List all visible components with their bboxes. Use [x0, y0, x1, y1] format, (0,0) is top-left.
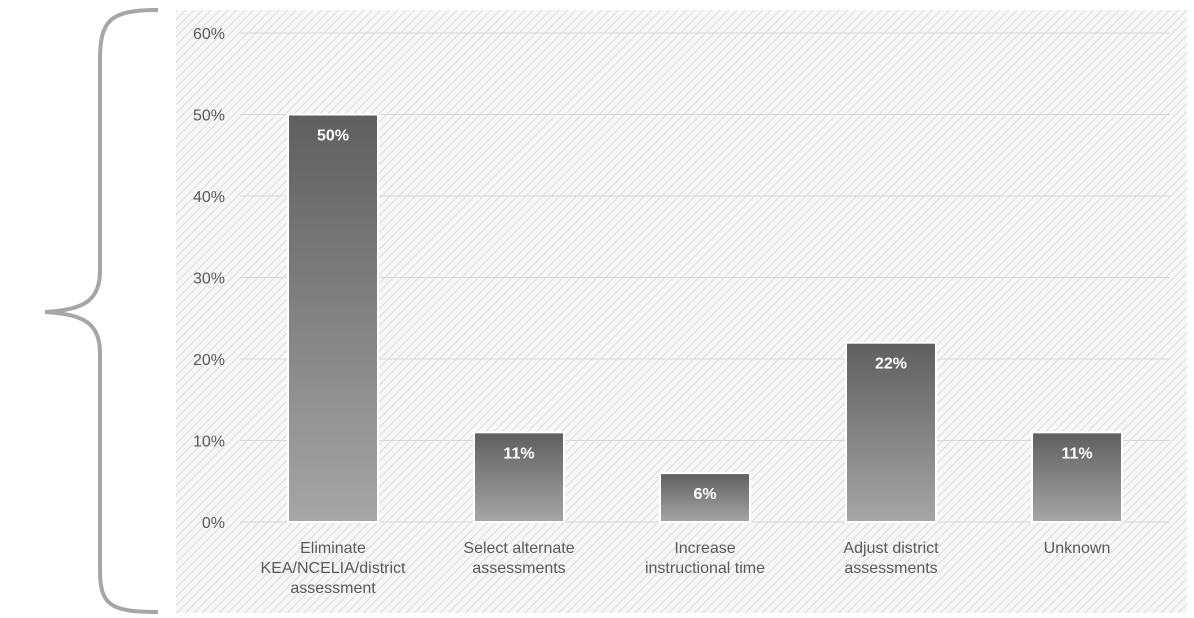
- x-axis: Eliminate KEA/NCELIA/district assessment Se…: [261, 540, 1111, 597]
- y-tick-label: 30%: [193, 271, 225, 288]
- bar: [659, 472, 751, 524]
- data-label: 11%: [1061, 445, 1092, 462]
- data-label: 11%: [503, 445, 534, 462]
- x-tick-label: assessments: [472, 560, 565, 577]
- data-label: 50%: [317, 128, 349, 145]
- bar: [473, 431, 565, 524]
- x-tick-label: assessment: [290, 580, 376, 597]
- bars: 50% 11% 6% 22% 11%: [287, 113, 1123, 524]
- x-tick-label: KEA/NCELIA/district: [261, 560, 406, 577]
- x-tick-label: Increase: [674, 540, 735, 557]
- x-tick-label: Unknown: [1044, 540, 1111, 557]
- bar: [845, 341, 937, 524]
- x-tick-label: instructional time: [645, 560, 765, 577]
- bar: [287, 113, 379, 523]
- y-axis: 0% 10% 20% 30% 40% 50% 60%: [193, 26, 225, 532]
- x-tick-label: assessments: [844, 560, 937, 577]
- left-brace: [44, 8, 159, 614]
- y-tick-label: 0%: [202, 515, 225, 532]
- x-tick-label: Eliminate: [300, 540, 366, 557]
- y-tick-label: 20%: [193, 352, 225, 369]
- data-label: 22%: [875, 356, 907, 373]
- bar: [1031, 431, 1123, 524]
- y-tick-label: 40%: [193, 189, 225, 206]
- y-tick-label: 50%: [193, 108, 225, 125]
- x-tick-label: Select alternate: [463, 540, 574, 557]
- gridlines: [240, 32, 1170, 523]
- data-label: 6%: [693, 486, 716, 503]
- x-tick-label: Adjust district: [843, 540, 939, 557]
- y-tick-label: 60%: [193, 26, 225, 43]
- y-tick-label: 10%: [193, 434, 225, 451]
